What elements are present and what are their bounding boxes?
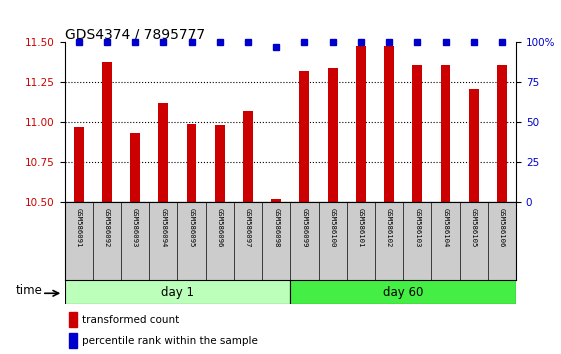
Text: GSM586100: GSM586100 — [330, 208, 335, 247]
Bar — [73, 127, 84, 202]
Bar — [291, 280, 516, 304]
Text: GSM586093: GSM586093 — [132, 208, 138, 247]
Bar — [497, 65, 507, 202]
Text: GSM586096: GSM586096 — [217, 208, 223, 247]
Bar — [469, 88, 479, 202]
Bar — [187, 124, 196, 202]
Text: transformed count: transformed count — [82, 315, 179, 325]
Bar — [243, 111, 253, 202]
Text: GSM586097: GSM586097 — [245, 208, 251, 247]
Text: GSM586092: GSM586092 — [104, 208, 110, 247]
Bar — [440, 65, 450, 202]
Text: GSM586094: GSM586094 — [160, 208, 166, 247]
Text: percentile rank within the sample: percentile rank within the sample — [82, 336, 257, 346]
Bar — [102, 62, 112, 202]
Text: GSM586095: GSM586095 — [188, 208, 195, 247]
Text: GSM586106: GSM586106 — [499, 208, 505, 247]
Text: GDS4374 / 7895777: GDS4374 / 7895777 — [65, 27, 205, 41]
Text: GSM586091: GSM586091 — [76, 208, 82, 247]
Bar — [384, 46, 394, 202]
Bar — [215, 125, 225, 202]
Bar — [69, 312, 77, 327]
Bar — [300, 71, 309, 202]
Text: GSM586101: GSM586101 — [358, 208, 364, 247]
Bar — [69, 333, 77, 348]
Text: day 60: day 60 — [383, 286, 424, 298]
Text: time: time — [16, 284, 43, 297]
Bar — [328, 68, 338, 202]
Bar — [272, 199, 281, 202]
Text: GSM586102: GSM586102 — [386, 208, 392, 247]
Text: GSM586098: GSM586098 — [273, 208, 279, 247]
Bar — [65, 280, 291, 304]
Text: GSM586105: GSM586105 — [471, 208, 477, 247]
Text: day 1: day 1 — [161, 286, 194, 298]
Bar — [412, 65, 422, 202]
Bar — [158, 103, 168, 202]
Text: GSM586099: GSM586099 — [301, 208, 307, 247]
Bar — [130, 133, 140, 202]
Text: GSM586104: GSM586104 — [443, 208, 449, 247]
Bar — [356, 46, 366, 202]
Text: GSM586103: GSM586103 — [415, 208, 420, 247]
